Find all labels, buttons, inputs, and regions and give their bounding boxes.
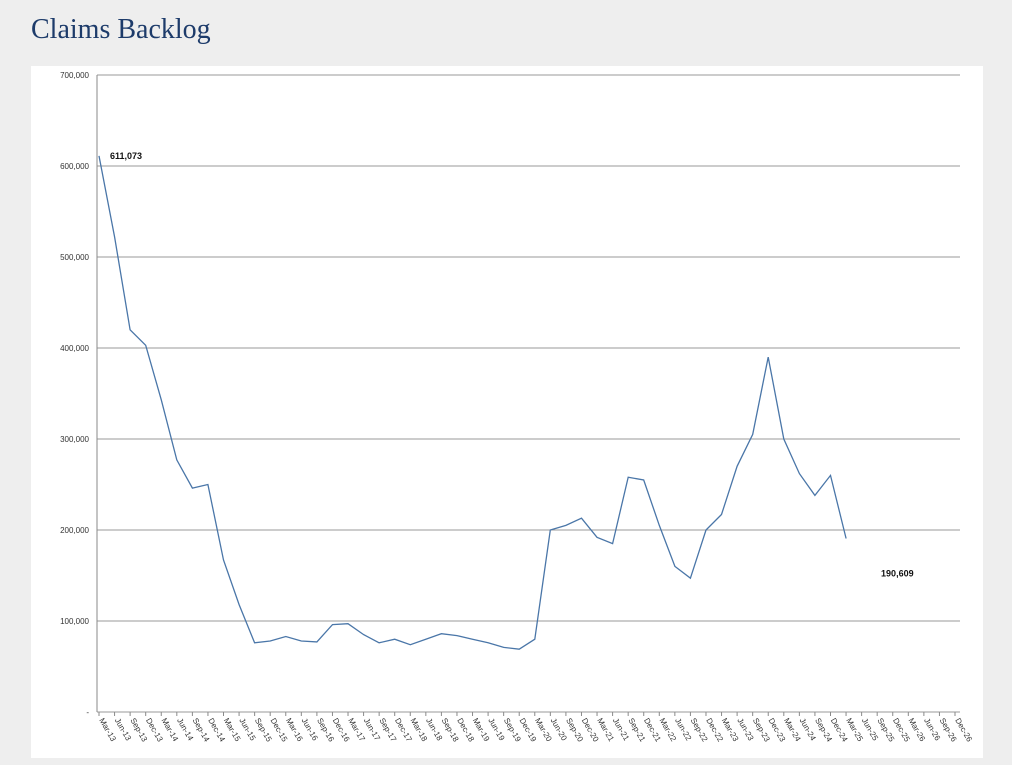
y-tick-label: 300,000 [60,435,89,444]
chart-panel: - 100,000 200,000 300,000 400,000 500,000 600,… [31,66,983,758]
y-tick-label: 100,000 [60,617,89,626]
y-tick-label: 500,000 [60,253,89,262]
backlog-line [98,155,847,650]
y-tick-label: 400,000 [60,344,89,353]
y-tick-label: - [86,708,89,717]
data-label: 611,073 [110,151,142,161]
data-label: 190,609 [881,569,914,579]
page-title: Claims Backlog [31,14,211,45]
y-tick-label: 200,000 [60,526,89,535]
y-tick-label: 600,000 [60,162,89,171]
chart: - 100,000 200,000 300,000 400,000 500,000 600,… [60,71,974,744]
y-tick-label: 700,000 [60,71,89,80]
